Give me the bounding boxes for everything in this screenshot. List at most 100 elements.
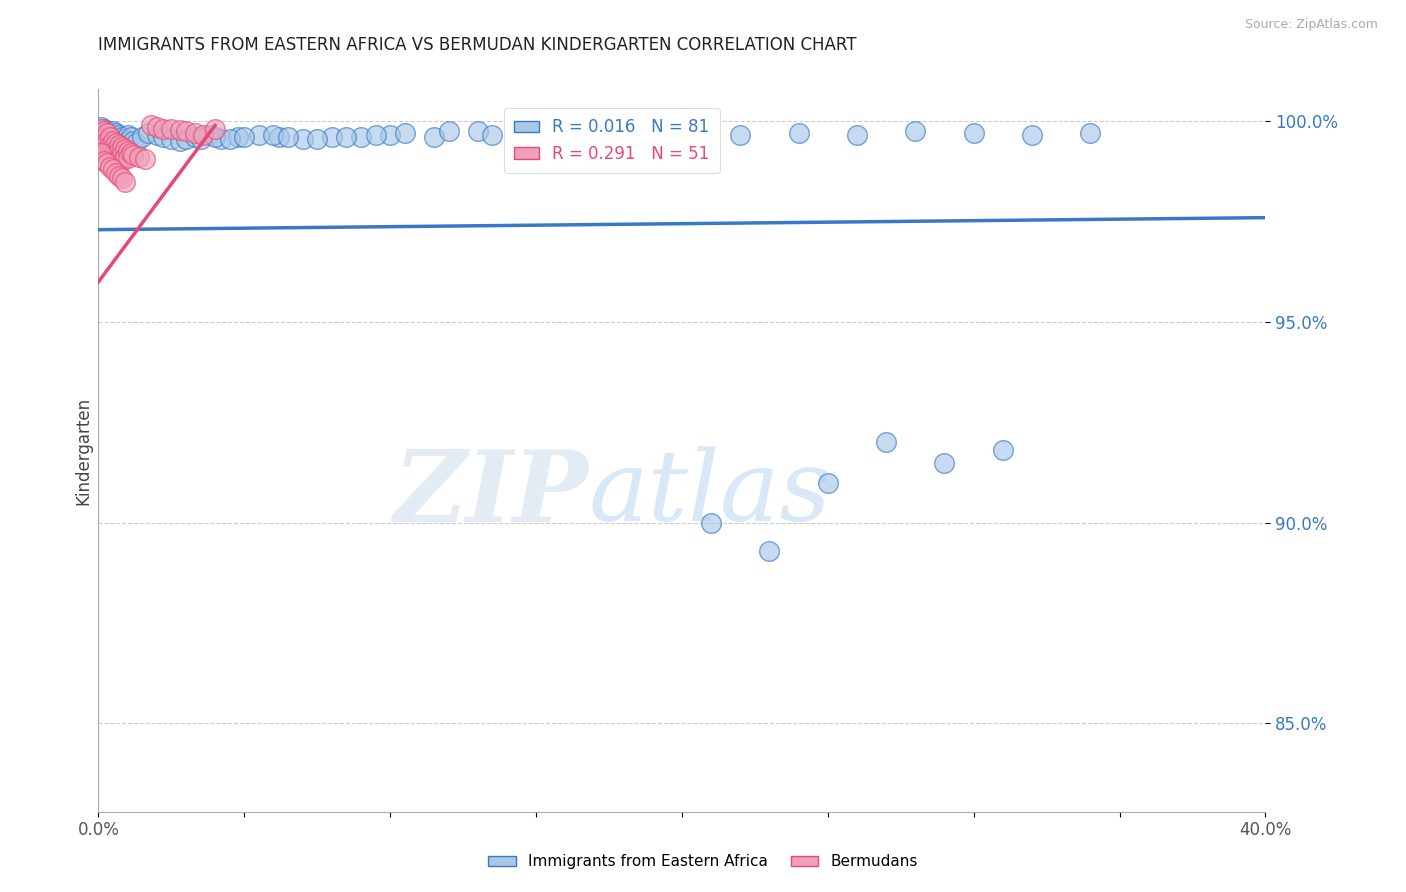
Point <box>160 132 183 146</box>
Point <box>122 148 145 162</box>
Point <box>467 124 489 138</box>
Point <box>111 147 134 161</box>
Point <box>96 136 118 151</box>
Point <box>114 143 136 157</box>
Point <box>204 130 226 145</box>
Point <box>101 162 124 177</box>
Point <box>136 127 159 141</box>
Point <box>93 124 115 138</box>
Point <box>758 544 780 558</box>
Point <box>394 127 416 141</box>
Point <box>114 132 136 146</box>
Point <box>183 130 205 145</box>
Point <box>96 124 118 138</box>
Point <box>98 130 121 145</box>
Point <box>335 130 357 145</box>
Point <box>104 140 127 154</box>
Point <box>146 120 169 135</box>
Point <box>98 146 121 161</box>
Point <box>160 122 183 136</box>
Point <box>152 130 174 145</box>
Point <box>101 140 124 154</box>
Point <box>120 130 142 145</box>
Point <box>111 136 134 151</box>
Point <box>1021 128 1043 143</box>
Point <box>120 146 142 161</box>
Point <box>114 138 136 153</box>
Point <box>104 135 127 149</box>
Point <box>423 130 446 145</box>
Point <box>269 130 291 145</box>
Point <box>93 132 115 146</box>
Point <box>104 167 127 181</box>
Point <box>583 128 606 143</box>
Point <box>93 140 115 154</box>
Point <box>104 127 127 141</box>
Point <box>93 128 115 143</box>
Point <box>111 170 134 185</box>
Point <box>104 151 127 165</box>
Point <box>730 128 752 143</box>
Point <box>233 130 256 145</box>
Point <box>904 124 927 138</box>
Point <box>96 156 118 170</box>
Point <box>96 127 118 141</box>
Point <box>152 121 174 136</box>
Point <box>98 138 121 153</box>
Point <box>134 153 156 167</box>
Point <box>96 143 118 157</box>
Point <box>90 130 112 145</box>
Point <box>108 153 131 167</box>
Point <box>1080 127 1102 141</box>
Point <box>193 128 215 143</box>
Point <box>98 127 121 141</box>
Point <box>98 138 121 153</box>
Point <box>90 146 112 161</box>
Point <box>96 135 118 149</box>
Point <box>101 148 124 162</box>
Legend: R = 0.016   N = 81, R = 0.291   N = 51: R = 0.016 N = 81, R = 0.291 N = 51 <box>505 108 720 173</box>
Point <box>98 161 121 175</box>
Point <box>101 135 124 149</box>
Text: atlas: atlas <box>589 446 831 541</box>
Point <box>218 132 240 146</box>
Point <box>93 154 115 169</box>
Point <box>117 128 139 143</box>
Point <box>111 154 134 169</box>
Point <box>934 455 956 469</box>
Point <box>139 119 162 133</box>
Point <box>612 127 634 141</box>
Point <box>93 146 115 161</box>
Point <box>117 151 139 165</box>
Point <box>104 136 127 151</box>
Point <box>174 124 197 138</box>
Point <box>671 130 693 145</box>
Point <box>101 136 124 151</box>
Point <box>204 122 226 136</box>
Point <box>209 132 232 146</box>
Y-axis label: Kindergarten: Kindergarten <box>75 396 93 505</box>
Point <box>90 120 112 135</box>
Point <box>90 122 112 136</box>
Point <box>93 138 115 153</box>
Point <box>350 130 373 145</box>
Point <box>146 128 169 143</box>
Point <box>540 130 562 145</box>
Point <box>90 127 112 141</box>
Point <box>846 128 869 143</box>
Point <box>108 135 131 149</box>
Point <box>131 130 153 145</box>
Point <box>117 145 139 159</box>
Point <box>174 132 197 146</box>
Point <box>108 128 131 143</box>
Legend: Immigrants from Eastern Africa, Bermudans: Immigrants from Eastern Africa, Bermudan… <box>482 848 924 875</box>
Point <box>277 130 299 145</box>
Point <box>510 128 533 143</box>
Point <box>101 130 124 145</box>
Point <box>169 123 191 137</box>
Point <box>169 135 191 149</box>
Point <box>111 130 134 145</box>
Point <box>104 143 127 157</box>
Point <box>190 132 212 146</box>
Text: IMMIGRANTS FROM EASTERN AFRICA VS BERMUDAN KINDERGARTEN CORRELATION CHART: IMMIGRANTS FROM EASTERN AFRICA VS BERMUD… <box>98 36 856 54</box>
